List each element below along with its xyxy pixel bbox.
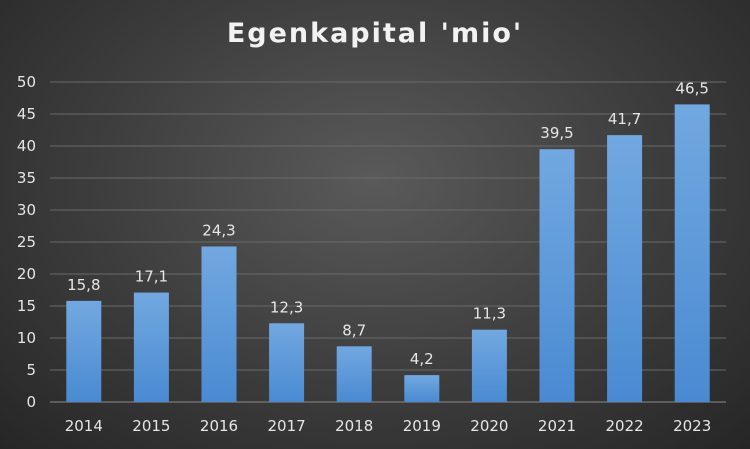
y-tick-label: 30 (17, 201, 36, 219)
data-label-2014: 15,8 (67, 276, 100, 294)
y-tick-label: 5 (26, 361, 36, 379)
x-tick-label-2017: 2017 (268, 417, 306, 435)
x-tick-label-2022: 2022 (606, 417, 644, 435)
data-label-2020: 11,3 (473, 305, 506, 323)
data-label-2018: 8,7 (342, 321, 366, 339)
y-tick-label: 20 (17, 265, 36, 283)
data-label-2017: 12,3 (270, 298, 303, 316)
data-label-2016: 24,3 (202, 221, 235, 239)
y-tick-label: 50 (17, 73, 36, 91)
y-tick-label: 35 (17, 169, 36, 187)
y-tick-label: 0 (26, 393, 36, 411)
data-label-2015: 17,1 (135, 268, 168, 286)
bar-2023 (674, 104, 710, 403)
bar-2019 (404, 375, 440, 402)
bar-2018 (336, 346, 372, 402)
bar-2015 (133, 292, 169, 402)
bar-2020 (471, 329, 507, 402)
data-label-2022: 41,7 (608, 110, 641, 128)
data-label-2021: 39,5 (540, 124, 573, 142)
chart-title: Egenkapital 'mio' (226, 18, 524, 49)
bar-2022 (607, 135, 643, 402)
y-tick-label: 10 (17, 329, 36, 347)
x-tick-label-2019: 2019 (403, 417, 441, 435)
x-tick-label-2016: 2016 (200, 417, 238, 435)
bar-2021 (539, 149, 575, 402)
x-tick-label-2018: 2018 (335, 417, 373, 435)
x-tick-label-2015: 2015 (132, 417, 170, 435)
x-tick-label-2021: 2021 (538, 417, 576, 435)
y-tick-label: 45 (17, 105, 36, 123)
data-label-2023: 46,5 (675, 79, 708, 97)
y-tick-label: 15 (17, 297, 36, 315)
bar-2016 (201, 246, 237, 402)
x-tick-label-2023: 2023 (673, 417, 711, 435)
bar-2017 (269, 323, 305, 402)
y-tick-label: 25 (17, 233, 36, 251)
x-tick-label-2020: 2020 (470, 417, 508, 435)
x-tick-label-2014: 2014 (65, 417, 103, 435)
y-tick-label: 40 (17, 137, 36, 155)
bar-2014 (66, 300, 102, 402)
data-label-2019: 4,2 (410, 350, 434, 368)
